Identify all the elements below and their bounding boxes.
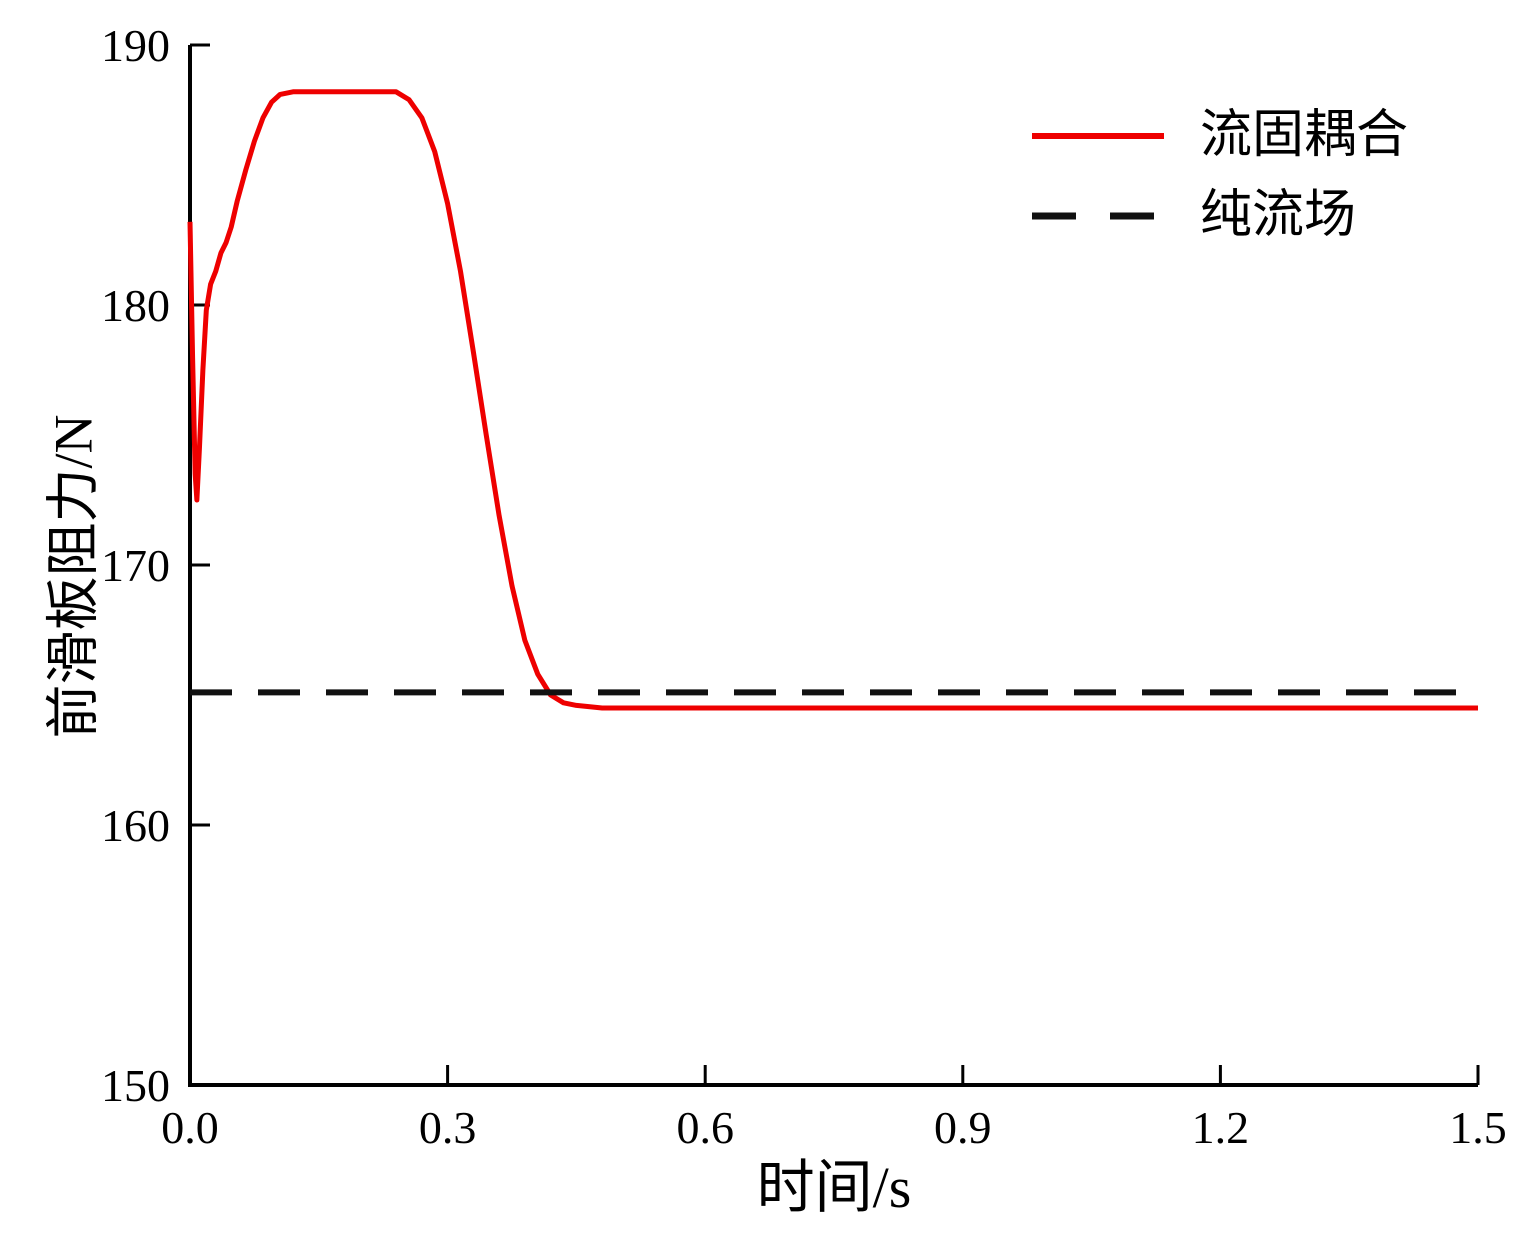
x-tick-label: 0.0 (161, 1102, 219, 1153)
y-tick-label: 160 (101, 800, 170, 851)
y-axis-label: 前滑板阻力/N (43, 414, 104, 739)
x-tick-label: 1.2 (1192, 1102, 1250, 1153)
x-tick-label: 0.6 (676, 1102, 734, 1153)
y-tick-label: 150 (101, 1060, 170, 1111)
y-tick-label: 170 (101, 540, 170, 591)
x-tick-label: 0.9 (934, 1102, 992, 1153)
x-tick-label: 0.3 (419, 1102, 477, 1153)
legend-line-solid-icon (1032, 133, 1164, 139)
legend-line-dashed-icon (1032, 212, 1164, 220)
x-axis-label: 时间/s (756, 1155, 912, 1220)
legend-label-pureflow: 纯流场 (1200, 187, 1357, 244)
legend-label-coupled: 流固耦合 (1200, 107, 1409, 164)
y-tick-label: 180 (101, 280, 170, 331)
series-line-0 (187, 89, 1478, 711)
y-tick-label: 190 (101, 20, 170, 71)
legend-item-pureflow: 纯流场 (1032, 180, 1408, 252)
legend-item-coupled: 流固耦合 (1032, 100, 1408, 172)
x-tick-label: 1.5 (1449, 1102, 1507, 1153)
legend: 流固耦合 纯流场 (1032, 100, 1408, 252)
